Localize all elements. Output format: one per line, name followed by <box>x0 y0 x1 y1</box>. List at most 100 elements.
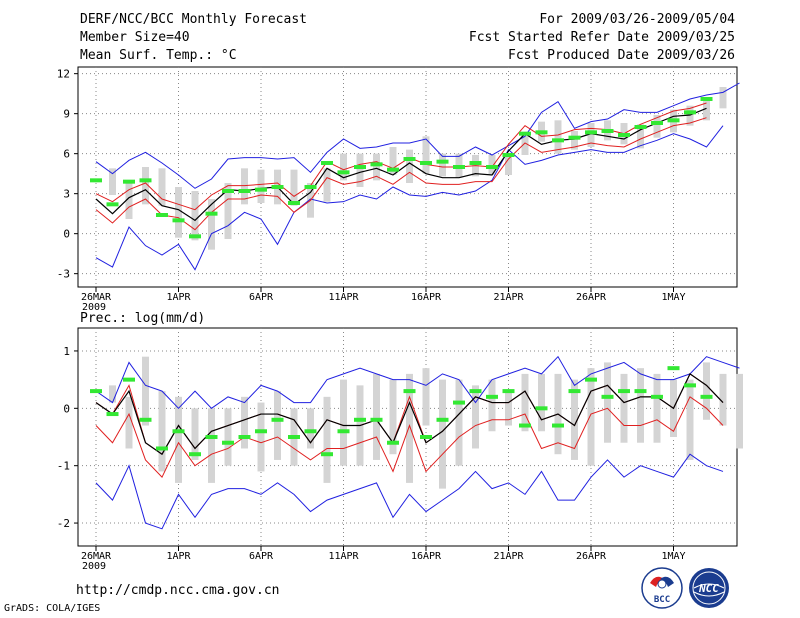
spread-bar <box>175 396 182 483</box>
observed-marker <box>271 185 284 189</box>
spread-bar <box>637 368 644 443</box>
observed-marker <box>700 97 713 101</box>
observed-marker <box>667 366 680 371</box>
observed-marker <box>238 435 251 439</box>
spread-bar <box>719 373 727 426</box>
observed-marker <box>321 161 333 165</box>
observed-marker <box>205 211 218 216</box>
observed-marker <box>321 452 333 457</box>
spread-bar <box>703 362 710 420</box>
footer-url[interactable]: http://cmdp.ncc.cma.gov.cn <box>76 583 280 598</box>
spread-bar <box>323 396 331 483</box>
bcc-logo: BCC <box>640 566 684 610</box>
spread-bar <box>356 153 364 187</box>
observed-marker <box>486 165 498 169</box>
observed-marker <box>189 234 201 239</box>
observed-marker <box>288 201 300 205</box>
x-year-label: 2009 <box>82 561 106 572</box>
grads-credit: GrADS: COLA/IGES <box>4 603 101 614</box>
observed-marker <box>370 162 383 167</box>
spread-bar <box>653 373 661 443</box>
precip-title: Prec.: log(mm/d) <box>80 311 206 326</box>
spread-bar <box>257 402 265 472</box>
x-tick-label: 1APR <box>166 551 191 562</box>
spread-bar <box>241 168 248 205</box>
y-tick-label: 3 <box>63 188 70 201</box>
observed-marker <box>156 213 168 217</box>
spread-bar <box>125 180 133 219</box>
observed-marker <box>106 412 119 417</box>
x-tick-label: 11APR <box>328 551 359 562</box>
observed-marker <box>535 130 548 135</box>
member-size-label: Member Size=40 <box>80 30 190 45</box>
spread-bar <box>505 391 512 426</box>
x-tick-label: 16APR <box>411 292 442 303</box>
spread-bar <box>340 379 347 466</box>
observed-marker <box>585 377 597 382</box>
spread-bar <box>406 149 413 183</box>
spread-bar <box>653 115 661 138</box>
spread-bar <box>703 100 710 121</box>
fcst-started-label: Fcst Started Refer Date 2009/03/25 <box>468 30 735 45</box>
spread-bar <box>455 379 463 466</box>
y-tick-label: -1 <box>57 460 70 473</box>
observed-marker <box>634 389 647 394</box>
y-tick-label: -3 <box>57 268 70 281</box>
observed-marker <box>436 417 449 422</box>
observed-marker <box>568 389 581 394</box>
spread-bar <box>422 136 430 174</box>
observed-marker <box>519 423 531 428</box>
observed-marker <box>436 159 449 164</box>
spread-bar <box>587 123 595 147</box>
spread-bar <box>686 379 694 460</box>
chart-title: DERF/NCC/BCC Monthly Forecast <box>80 12 307 27</box>
ncc-logo: NCC <box>686 566 732 610</box>
observed-marker <box>469 389 482 394</box>
spread-bar <box>208 408 215 483</box>
min-line <box>95 125 724 271</box>
max-line <box>95 82 740 189</box>
observed-marker <box>601 129 614 133</box>
x-tick-label: 1MAY <box>661 551 685 562</box>
spread-bar <box>224 183 232 239</box>
observed-marker <box>205 435 218 439</box>
ensemble-mean-line <box>95 107 707 222</box>
observed-marker <box>403 157 416 161</box>
x-tick-label: 26APR <box>576 551 607 562</box>
observed-marker <box>337 170 350 175</box>
observed-marker <box>172 429 185 434</box>
spread-bar <box>604 362 611 443</box>
spread-bar <box>439 379 446 489</box>
y-tick-label: 1 <box>63 345 70 358</box>
spread-bar <box>571 379 578 460</box>
x-tick-label: 21APR <box>493 292 524 303</box>
observed-marker <box>585 130 597 135</box>
spread-bar <box>389 379 397 455</box>
x-tick-label: 26MAR <box>81 292 112 303</box>
observed-marker <box>354 165 366 169</box>
observed-marker <box>387 167 399 172</box>
spread-bar <box>191 408 199 460</box>
x-tick-label: 16APR <box>411 551 442 562</box>
ncc-logo-text: NCC <box>698 582 719 595</box>
observed-marker <box>700 394 713 399</box>
observed-marker <box>156 446 168 451</box>
observed-marker <box>139 417 152 422</box>
spread-bar <box>307 408 314 449</box>
spread-bar <box>719 87 727 109</box>
observed-marker <box>519 131 531 136</box>
spread-bar <box>241 396 248 449</box>
spread-bar <box>521 373 529 432</box>
x-tick-label: 1APR <box>166 292 191 303</box>
ensemble-mean-line <box>95 372 724 456</box>
observed-marker <box>123 179 135 184</box>
observed-marker <box>601 394 614 399</box>
observed-marker <box>469 161 482 165</box>
spread-bar <box>406 373 413 483</box>
spread-bar <box>488 379 496 432</box>
x-tick-label: 21APR <box>493 551 524 562</box>
observed-marker <box>420 435 432 439</box>
spread-bar <box>142 167 149 205</box>
observed-marker <box>172 218 185 223</box>
